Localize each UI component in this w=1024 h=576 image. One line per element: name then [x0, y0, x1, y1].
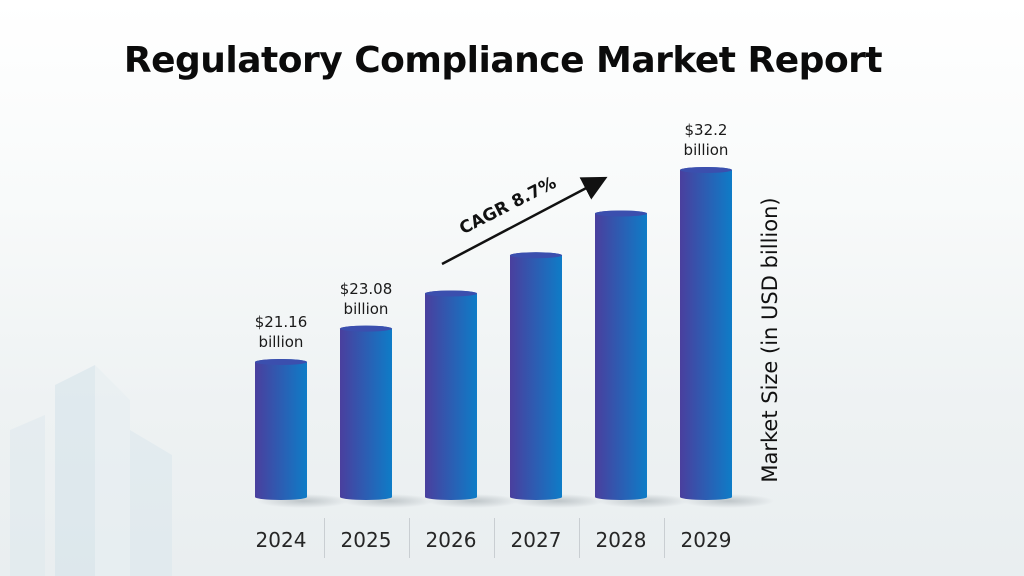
- data-label-unit: billion: [683, 141, 729, 159]
- data-label-unit: billion: [343, 299, 389, 318]
- bar-cap-2029: [680, 167, 732, 173]
- bar-cap-2027: [510, 252, 562, 259]
- bar-2028: [595, 210, 647, 500]
- x-label-separator: [578, 518, 580, 558]
- bar-cap-2028: [595, 210, 647, 217]
- bar-cap-2025: [340, 325, 392, 332]
- building-shape: [95, 365, 130, 576]
- cagr-arrow: [441, 176, 608, 266]
- x-tick-label: 2027: [510, 528, 562, 552]
- data-label-amount: $21.16: [254, 313, 308, 331]
- x-label-separator: [663, 518, 665, 558]
- data-label-2024: $21.16 billion: [221, 312, 341, 352]
- building-shape: [130, 430, 172, 576]
- bar-2025: [340, 325, 392, 500]
- bar-2024: [255, 359, 307, 500]
- data-label-2029: $32.2 billion: [646, 120, 766, 160]
- x-tick-label: 2024: [255, 528, 307, 552]
- bar-2027: [510, 252, 562, 500]
- building-shape: [10, 415, 45, 576]
- page-title: Regulatory Compliance Market Report: [123, 40, 883, 81]
- bar-cap-2026: [425, 290, 477, 297]
- x-tick-label: 2029: [680, 528, 732, 552]
- x-label-separator: [323, 518, 325, 558]
- y-axis-title: Market Size (in USD billion): [758, 197, 782, 483]
- background-buildings: [10, 365, 172, 576]
- data-label-2025: $23.08 billion: [306, 279, 426, 319]
- bar-cap-2024: [255, 359, 307, 365]
- x-tick-label: 2026: [425, 528, 477, 552]
- data-label-unit: billion: [258, 333, 304, 351]
- bar-2029: [680, 167, 732, 500]
- bar-2026: [425, 290, 477, 500]
- data-label-amount: $32.2: [684, 121, 728, 139]
- x-tick-label: 2028: [595, 528, 647, 552]
- x-tick-label: 2025: [340, 528, 392, 552]
- x-label-separator: [408, 518, 410, 558]
- building-shape: [55, 365, 95, 576]
- x-label-separator: [493, 518, 495, 558]
- data-label-amount: $23.08: [339, 279, 393, 298]
